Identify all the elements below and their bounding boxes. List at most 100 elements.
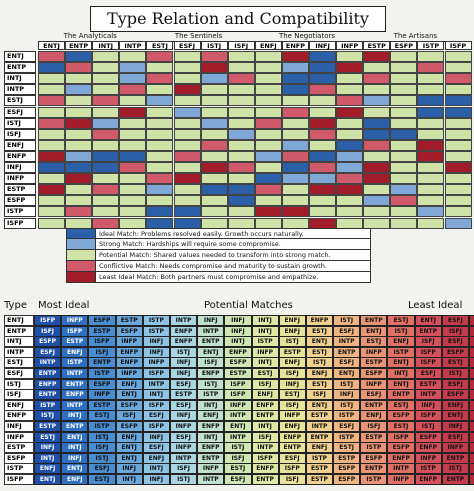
matrix-cell	[65, 195, 93, 207]
match-cell: ESFJ	[169, 431, 198, 443]
matrix-cell	[336, 206, 364, 218]
match-cell: INFJ	[224, 315, 252, 326]
match-cell: ENTJ	[305, 399, 334, 411]
row-header: ENTP	[4, 62, 36, 74]
match-cell: INFJ	[142, 474, 170, 485]
match-cell: ESFJ	[333, 325, 361, 337]
match-cell: ENFJ	[469, 421, 474, 432]
match-cell: ISTP	[197, 389, 225, 401]
match-cell: INFP	[278, 410, 306, 422]
matrix-cell	[254, 84, 282, 96]
matrix-cell	[363, 139, 391, 151]
match-cell: INTJ	[469, 378, 474, 390]
match-cell: ISFP	[142, 368, 170, 379]
match-cell: INTP	[34, 357, 62, 369]
match-cell: ESFP	[360, 452, 388, 464]
table-row: ESFJ ENTP INTP ISTP INFP ISFP INFJ ENFP ESTP ESTJ…	[4, 368, 474, 379]
matrix-cell	[38, 106, 66, 118]
match-cell: ESTP	[278, 346, 306, 358]
match-cell: ESFP	[414, 431, 442, 443]
match-cell: ENFP	[278, 431, 306, 443]
matrix-cell	[173, 150, 201, 162]
row-type: INFP	[4, 431, 34, 443]
matrix-cell	[119, 206, 147, 218]
match-cell: ISTP	[34, 399, 62, 411]
match-cell: ISTP	[333, 431, 361, 443]
match-cell: ISFJ	[169, 463, 198, 475]
match-cell: ISFJ	[224, 452, 252, 464]
row-header: INFJ	[4, 162, 36, 173]
matrix-cell	[65, 184, 93, 196]
row-header: ESFP	[4, 195, 36, 207]
matrix-cell	[38, 95, 66, 107]
matrix-cell	[309, 117, 337, 129]
matrix-cell	[444, 84, 472, 96]
match-cell: ESTP	[88, 399, 116, 411]
matrix-cell	[336, 117, 364, 129]
matrix-cell	[173, 128, 201, 140]
matrix-cell	[173, 106, 201, 118]
column-header: ENTJ	[38, 41, 66, 50]
match-cell: ENTP	[197, 452, 225, 464]
matrix-cell	[173, 173, 201, 185]
matrix-cell	[65, 117, 93, 129]
matrix-cell	[119, 84, 147, 96]
row-header: ENTJ	[4, 51, 36, 62]
match-cell: ESFJ	[142, 442, 170, 454]
matrix-cell	[281, 51, 309, 63]
table-row: INFP ESTJ ENTJ ISTJ ENFJ INFJ ESFJ INTJ INTP ISFJ…	[4, 431, 474, 443]
matrix-cell	[336, 217, 364, 229]
match-cell: INTP	[169, 452, 198, 464]
matrix-cell	[281, 173, 309, 185]
match-cell: ISFP	[278, 463, 306, 475]
matrix-cell	[363, 128, 391, 140]
match-cell: ENTJ	[469, 357, 474, 369]
match-cell: ENFJ	[115, 431, 143, 443]
row-header: ESFJ	[4, 106, 36, 118]
matrix-cell	[146, 95, 174, 107]
row-header: ISFJ	[4, 128, 36, 140]
table-row: ENFP ISTJ INTJ ESTJ ISFJ ESFJ INFJ ENFJ INTP ENTP…	[4, 410, 474, 422]
match-cell: INFP	[169, 442, 198, 454]
match-cell: ESTJ	[387, 315, 415, 326]
match-cell: ISTP	[333, 410, 361, 422]
matrix-cell	[227, 84, 255, 96]
match-cell: INFJ	[197, 315, 225, 326]
row-header: ENFJ	[4, 139, 36, 151]
matrix-cell	[363, 206, 391, 218]
match-cell: ESFJ	[441, 336, 469, 348]
matrix-cell	[309, 128, 337, 140]
matrix-cell	[38, 206, 66, 218]
match-cell: ENFP	[387, 452, 415, 464]
table-row: ENFJ ISTP INTP ESTP ESFP ISFP ESFJ INTJ INFP ENFP…	[4, 399, 474, 411]
least-ideal-header: Least Ideal	[408, 300, 463, 311]
match-cell: INFP	[224, 399, 252, 411]
match-cell: INTJ	[387, 368, 415, 379]
matrix-cell	[200, 139, 228, 151]
matrix-cell	[363, 217, 391, 229]
column-header: ISFJ	[227, 41, 255, 50]
match-cell: INFJ	[169, 410, 198, 422]
matrix-cell	[65, 84, 93, 96]
match-cell: ENFP	[414, 442, 442, 454]
matrix-cell	[254, 139, 282, 151]
match-cell: ENFJ	[305, 368, 334, 379]
match-cell: ESTJ	[305, 378, 334, 390]
matrix-cell	[227, 62, 255, 74]
matrix-cell	[444, 117, 472, 129]
match-cell: ENTP	[34, 368, 62, 379]
matrix-cell	[417, 150, 445, 162]
match-cell: ESFJ	[142, 410, 170, 422]
column-header: ISFP	[444, 41, 472, 50]
match-cell: ESFP	[88, 378, 116, 390]
matrix-cell	[200, 162, 228, 174]
match-cell: ENFP	[115, 346, 143, 358]
matrix-cell	[444, 139, 472, 151]
matrix-cell	[390, 195, 418, 207]
matrix-cell	[119, 117, 147, 129]
matrix-cell	[200, 62, 228, 74]
match-cell: ESTP	[333, 452, 361, 464]
match-cell: ENTJ	[360, 325, 388, 337]
matrix-cell	[200, 106, 228, 118]
matrix-cell	[309, 84, 337, 96]
